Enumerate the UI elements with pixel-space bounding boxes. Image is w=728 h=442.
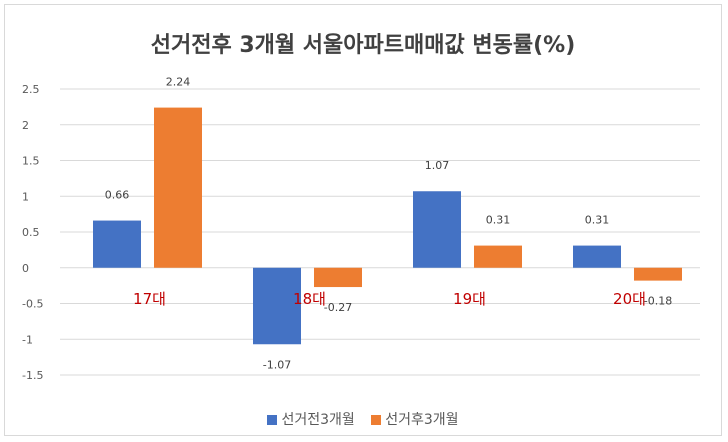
legend-label-series-2: 선거후3개월: [385, 412, 459, 428]
category-label: 17대: [133, 290, 166, 308]
legend-label-series-1: 선거전3개월: [281, 412, 355, 428]
data-label: 0.31: [585, 214, 610, 227]
chart-title: 선거전후 3개월 서울아파트매매값 변동률(%): [150, 33, 576, 58]
bar-1-3: [413, 191, 461, 268]
category-label: 20대: [613, 290, 646, 308]
bar-1-4: [573, 245, 621, 268]
y-tick-label: 2: [22, 119, 29, 132]
legend-item-series-2: 선거후3개월: [371, 409, 459, 429]
data-label: 0.66: [105, 189, 130, 202]
legend-swatch-series-1: [267, 415, 278, 425]
y-tick-label: 2.5: [22, 83, 40, 96]
data-label: -0.18: [644, 295, 672, 308]
bar-2-1: [154, 107, 202, 268]
legend-item-series-1: 선거전3개월: [267, 409, 355, 429]
data-label: 0.31: [486, 214, 511, 227]
y-tick-label: 0: [22, 262, 29, 275]
legend-swatch-series-2: [371, 415, 382, 425]
y-tick-label: 0.5: [22, 226, 40, 239]
chart-frame: 선거전후 3개월 서울아파트매매값 변동률(%) 선거전3개월 선거후3개월: [4, 4, 722, 436]
data-label: -0.27: [324, 301, 352, 314]
y-tick-label: -1.5: [22, 369, 43, 382]
bar-1-2: [253, 267, 301, 345]
bar-1-1: [93, 220, 141, 268]
y-tick-label: 1.5: [22, 155, 40, 168]
bar-2-4: [634, 267, 682, 281]
y-tick-label: -0.5: [22, 298, 43, 311]
data-label: -1.07: [263, 358, 291, 371]
category-label: 19대: [453, 290, 486, 308]
chart-legend: 선거전3개월 선거후3개월: [5, 409, 721, 429]
data-label: 1.07: [425, 159, 450, 172]
y-tick-label: 1: [22, 190, 29, 203]
category-label: 18대: [293, 290, 326, 308]
bar-2-2: [314, 267, 362, 288]
y-tick-label: -1: [22, 333, 33, 346]
data-label: 2.24: [166, 76, 191, 89]
bar-2-3: [474, 245, 522, 268]
